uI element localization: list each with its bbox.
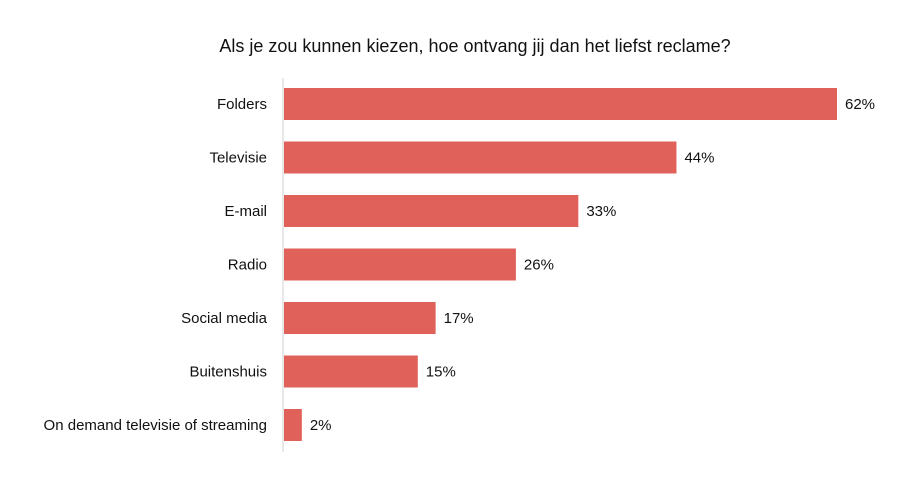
bar-e-mail [284,195,579,227]
value-label-e-mail: 33% [586,203,616,220]
value-label-on-demand-televisie-of-streaming: 2% [310,417,332,434]
value-label-televisie: 44% [684,150,714,167]
bar-buitenshuis [284,355,418,388]
category-label-e-mail: E-mail [224,203,267,220]
category-label-on-demand-televisie-of-streaming: On demand televisie of streaming [44,417,267,434]
value-label-social-media: 17% [444,310,474,327]
bar-social-media [284,302,436,334]
category-label-televisie: Televisie [209,150,267,167]
category-label-buitenshuis: Buitenshuis [189,364,267,381]
category-label-radio: Radio [228,257,267,274]
category-label-social-media: Social media [181,310,268,327]
bar-folders [284,88,837,120]
bar-televisie [284,141,677,174]
chart-title: Als je zou kunnen kiezen, hoe ontvang ji… [219,36,730,56]
bar-on-demand-televisie-of-streaming [284,409,302,441]
category-label-folders: Folders [217,96,267,113]
bar-radio [284,248,516,281]
value-label-folders: 62% [845,96,875,113]
bars-layer: Folders 62% Televisie 44% E-mail 33% Radio 26% S… [44,88,875,441]
value-label-buitenshuis: 15% [426,364,456,381]
value-label-radio: 26% [524,257,554,274]
